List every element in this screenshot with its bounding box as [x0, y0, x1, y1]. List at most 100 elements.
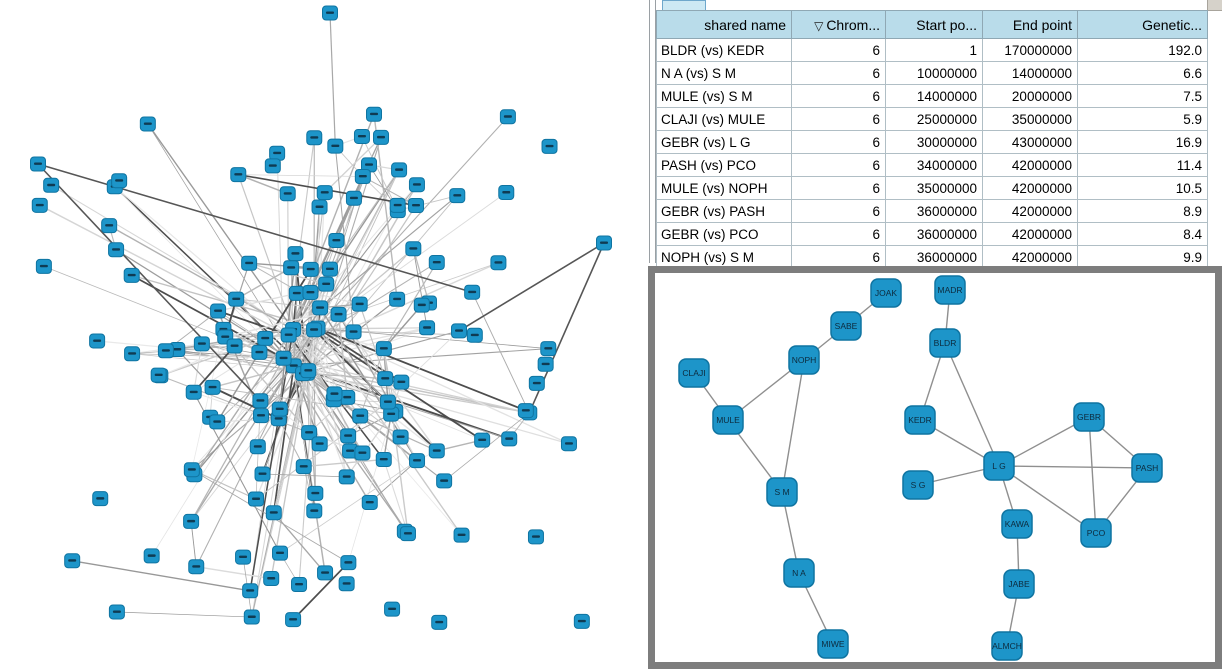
- overview-node[interactable]: [361, 157, 378, 173]
- table-cell[interactable]: 16.9: [1077, 130, 1208, 154]
- network-node-kedr[interactable]: KEDR: [904, 405, 936, 435]
- table-cell[interactable]: 25000000: [885, 107, 983, 131]
- overview-node[interactable]: [317, 565, 334, 581]
- table-cell[interactable]: 6: [791, 199, 886, 223]
- network-edge-l-g-pco[interactable]: [998, 465, 1097, 534]
- table-row[interactable]: CLAJI (vs) MULE 6 25000000 35000000 5.9: [656, 107, 1208, 131]
- network-node-noph[interactable]: NOPH: [788, 345, 820, 375]
- overview-node[interactable]: [301, 425, 318, 441]
- table-cell[interactable]: 170000000: [982, 38, 1078, 62]
- overview-node[interactable]: [235, 549, 252, 565]
- column-header-shared-name[interactable]: shared name: [656, 10, 792, 39]
- overview-node[interactable]: [108, 604, 125, 620]
- overview-node[interactable]: [517, 403, 534, 419]
- network-node-bldr[interactable]: BLDR: [929, 328, 961, 358]
- overview-node[interactable]: [560, 436, 577, 452]
- overview-node[interactable]: [338, 576, 355, 592]
- table-cell[interactable]: 30000000: [885, 130, 983, 154]
- overview-node[interactable]: [243, 609, 260, 625]
- table-cell[interactable]: 6: [791, 84, 886, 108]
- table-cell[interactable]: PASH (vs) PCO: [656, 153, 792, 177]
- overview-node[interactable]: [183, 462, 200, 478]
- column-header-genetic-[interactable]: Genetic...: [1077, 10, 1208, 39]
- network-node-kawa[interactable]: KAWA: [1001, 509, 1033, 539]
- overview-node[interactable]: [377, 371, 394, 387]
- overview-node[interactable]: [354, 169, 371, 185]
- overview-node[interactable]: [428, 443, 445, 459]
- overview-node[interactable]: [596, 235, 612, 251]
- overview-node[interactable]: [327, 138, 344, 154]
- overview-node[interactable]: [139, 116, 156, 132]
- overview-node[interactable]: [242, 583, 259, 599]
- overview-node[interactable]: [373, 129, 390, 145]
- table-cell[interactable]: 42000000: [982, 176, 1078, 200]
- overview-node[interactable]: [288, 285, 305, 301]
- overview-node[interactable]: [43, 177, 60, 193]
- overview-node[interactable]: [108, 242, 125, 258]
- overview-node[interactable]: [541, 138, 558, 154]
- overview-node[interactable]: [316, 185, 333, 201]
- overview-node[interactable]: [228, 291, 245, 307]
- overview-node[interactable]: [490, 255, 507, 271]
- overview-node[interactable]: [35, 258, 52, 274]
- overview-node[interactable]: [413, 297, 430, 313]
- overview-node[interactable]: [31, 197, 48, 213]
- network-node-pash[interactable]: PASH: [1131, 453, 1163, 483]
- table-row[interactable]: MULE (vs) NOPH 6 35000000 42000000 10.5: [656, 176, 1208, 200]
- table-cell[interactable]: 7.5: [1077, 84, 1208, 108]
- table-row[interactable]: MULE (vs) S M 6 14000000 20000000 7.5: [656, 84, 1208, 108]
- overview-node[interactable]: [89, 333, 106, 349]
- overview-node[interactable]: [226, 338, 243, 354]
- table-row[interactable]: BLDR (vs) KEDR 6 1 170000000 192.0: [656, 38, 1208, 62]
- overview-node[interactable]: [257, 330, 274, 346]
- overview-node[interactable]: [283, 260, 300, 276]
- table-row[interactable]: N A (vs) S M 6 10000000 14000000 6.6: [656, 61, 1208, 85]
- overview-node[interactable]: [345, 324, 362, 340]
- table-cell[interactable]: 20000000: [982, 84, 1078, 108]
- network-edge-noph-s-m[interactable]: [781, 359, 805, 493]
- overview-node[interactable]: [391, 162, 408, 178]
- overview-node[interactable]: [464, 284, 481, 300]
- overview-node[interactable]: [285, 612, 302, 628]
- overview-node[interactable]: [436, 473, 453, 489]
- table-cell[interactable]: 10.5: [1077, 176, 1208, 200]
- overview-node[interactable]: [279, 186, 296, 202]
- overview-node[interactable]: [306, 322, 323, 338]
- overview-node[interactable]: [204, 379, 221, 395]
- overview-node[interactable]: [330, 306, 347, 322]
- overview-node[interactable]: [150, 367, 167, 383]
- overview-node[interactable]: [291, 577, 308, 593]
- table-cell[interactable]: 11.4: [1077, 153, 1208, 177]
- overview-node[interactable]: [265, 505, 282, 521]
- overview-node[interactable]: [340, 428, 357, 444]
- table-cell[interactable]: 34000000: [885, 153, 983, 177]
- column-header-end-point[interactable]: End point: [982, 10, 1078, 39]
- overview-node[interactable]: [466, 327, 483, 343]
- overview-node[interactable]: [306, 130, 323, 146]
- table-cell[interactable]: 6: [791, 153, 886, 177]
- overview-node[interactable]: [143, 548, 160, 564]
- table-cell[interactable]: 5.9: [1077, 107, 1208, 131]
- overview-node[interactable]: [393, 374, 410, 390]
- overview-node[interactable]: [249, 439, 266, 455]
- column-header-chrom-[interactable]: ▽ Chrom...: [791, 10, 886, 39]
- overview-node[interactable]: [540, 341, 557, 357]
- table-cell[interactable]: MULE (vs) S M: [656, 84, 792, 108]
- overview-node[interactable]: [295, 459, 312, 475]
- overview-node[interactable]: [280, 327, 297, 343]
- overview-node[interactable]: [392, 429, 409, 445]
- table-row[interactable]: GEBR (vs) L G 6 30000000 43000000 16.9: [656, 130, 1208, 154]
- overview-node[interactable]: [275, 350, 292, 366]
- overview-node[interactable]: [269, 145, 286, 161]
- overview-node[interactable]: [338, 469, 355, 485]
- overview-node[interactable]: [302, 261, 319, 277]
- overview-node[interactable]: [287, 246, 304, 262]
- overview-node[interactable]: [188, 559, 205, 575]
- overview-node[interactable]: [210, 303, 227, 319]
- table-cell[interactable]: 6: [791, 107, 886, 131]
- table-cell[interactable]: 42000000: [982, 222, 1078, 246]
- column-header-start-po-[interactable]: Start po...: [885, 10, 983, 39]
- table-cell[interactable]: 36000000: [885, 199, 983, 223]
- overview-node[interactable]: [351, 296, 368, 312]
- network-node-jabe[interactable]: JABE: [1003, 569, 1035, 599]
